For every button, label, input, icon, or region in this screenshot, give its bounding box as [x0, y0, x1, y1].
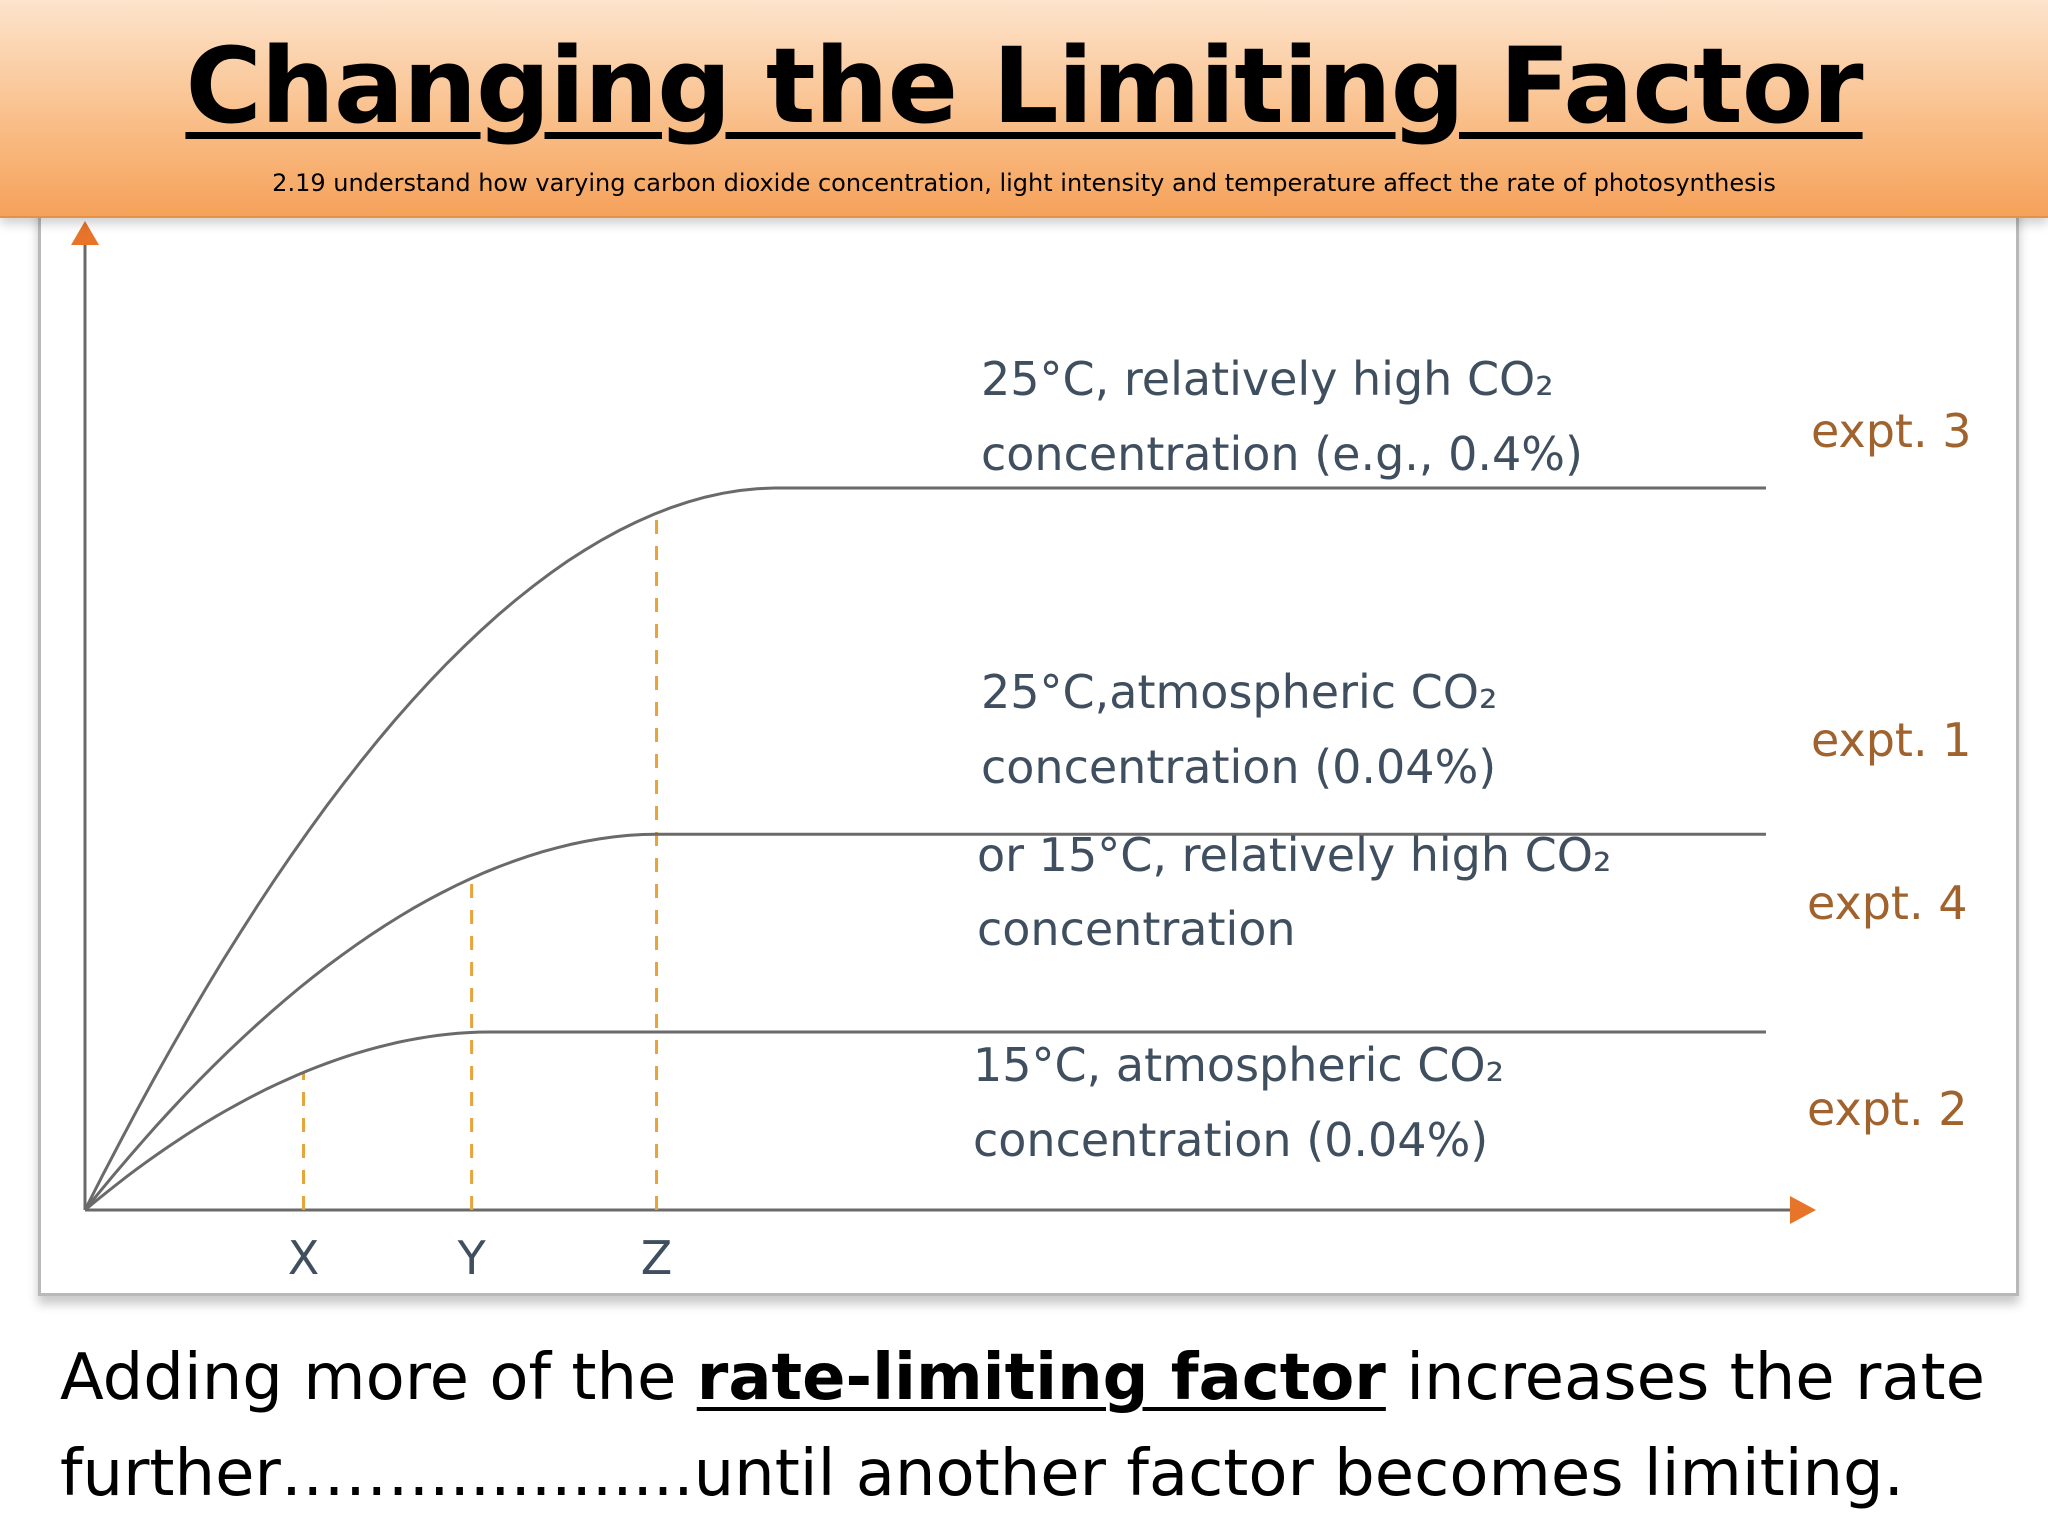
- y-axis-arrow: [71, 221, 99, 245]
- x-axis-arrow: [1790, 1196, 1816, 1224]
- legend-label-expt-2: expt. 2: [1807, 1082, 1967, 1136]
- series-line-expt-1-and-4: [83, 832, 1766, 1211]
- condition-label-expt-2-line1: 15°C, atmospheric CO₂: [973, 1038, 1504, 1092]
- x-marker-label-x: X: [288, 1231, 320, 1285]
- page-title: Changing the Limiting Factor: [185, 25, 1863, 147]
- legend-label-expt-1: expt. 1: [1811, 713, 1971, 767]
- condition-label-expt-4-line1: or 15°C, relatively high CO₂: [977, 828, 1611, 882]
- series-line-expt-2: [84, 1030, 1766, 1212]
- chart-frame: X Y Z 25°C, relatively high CO₂ concentr…: [38, 200, 2019, 1296]
- explanation-text: Adding more of the rate-limiting factor …: [60, 1330, 2020, 1522]
- condition-label-expt-3-line2: concentration (e.g., 0.4%): [981, 427, 1583, 481]
- legend-label-expt-3: expt. 3: [1811, 404, 1971, 458]
- x-marker-label-z: Z: [641, 1231, 673, 1285]
- condition-label-expt-3-line1: 25°C, relatively high CO₂: [981, 352, 1554, 406]
- explanation-line-1-post: increases the rate: [1385, 1341, 1985, 1415]
- condition-label-expt-1-line2: concentration (0.04%): [981, 740, 1496, 794]
- title-banner: Changing the Limiting Factor 2.19 unders…: [0, 0, 2048, 218]
- condition-label-expt-1-line1: 25°C,atmospheric CO₂: [981, 665, 1497, 719]
- x-marker-label-y: Y: [457, 1231, 487, 1285]
- rate-limiting-factor-term: rate-limiting factor: [696, 1341, 1386, 1415]
- limiting-factor-chart: X Y Z 25°C, relatively high CO₂ concentr…: [71, 221, 1971, 1285]
- explanation-line-1-pre: Adding more of the: [60, 1341, 697, 1415]
- condition-label-expt-2-line2: concentration (0.04%): [973, 1113, 1488, 1167]
- explanation-line-2: further……..............until another fac…: [60, 1437, 1904, 1511]
- explanation-line-1: Adding more of the rate-limiting factor …: [60, 1330, 2020, 1426]
- page-subtitle: 2.19 understand how varying carbon dioxi…: [272, 169, 1776, 197]
- legend-label-expt-4: expt. 4: [1807, 876, 1967, 930]
- series-line-expt-3: [83, 486, 1766, 1211]
- condition-label-expt-4-line2: concentration: [977, 902, 1296, 956]
